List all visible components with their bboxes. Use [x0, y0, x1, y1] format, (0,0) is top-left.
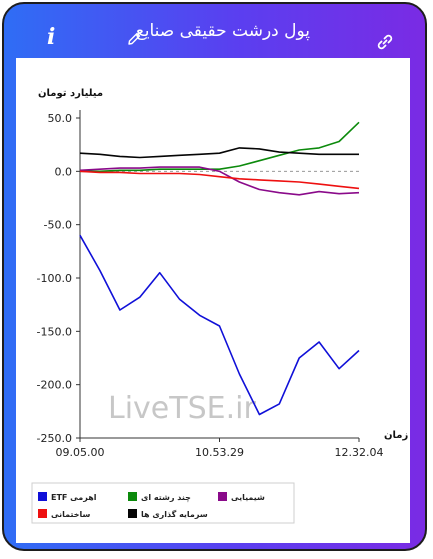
y-axis-label: میلیارد تومان	[38, 88, 103, 99]
x-tick-label: 10.53.29	[195, 446, 244, 459]
legend-label: شیمیایی	[231, 493, 265, 502]
series-line-3	[79, 170, 360, 190]
y-tick-label: 50.0	[48, 112, 73, 125]
y-tick-label: 0.0	[55, 165, 73, 178]
legend-box	[31, 482, 295, 524]
legend-swatch	[128, 492, 137, 501]
y-tick-label: -50.0	[44, 219, 72, 232]
legend-label: ساختمانی	[51, 510, 91, 519]
series-line-4	[79, 147, 359, 159]
tick-labels: 50.0 0.0 -50.0 -100.0 -150.0 -200.0 -250.009.0…	[37, 112, 384, 459]
series-lines	[79, 121, 360, 416]
legend-label: چند رشته ای	[141, 493, 191, 502]
legend-swatch	[218, 492, 227, 501]
series-line-1	[80, 121, 360, 173]
x-axis-label: زمان	[384, 430, 408, 441]
watermark: LiveTSE.ir	[108, 391, 256, 426]
pencil-icon[interactable]	[127, 32, 141, 46]
legend-label: ETF اهرمی	[51, 493, 97, 502]
line-chart: میلیارد تومان زمان LiveTSE.ir 50.0 0.0 -50…	[31, 88, 408, 524]
card-header: پول درشت حقیقی صنایع i	[4, 4, 425, 58]
y-tick-label: -100.0	[37, 272, 72, 285]
chart-title: پول درشت حقیقی صنایع	[135, 21, 310, 41]
legend-swatch	[38, 492, 47, 501]
y-tick-label: -250.0	[37, 432, 72, 445]
legend: ETF اهرمی چند رشته ای شیمیایی ساختمانی سرمای…	[31, 482, 295, 524]
info-icon[interactable]: i	[47, 24, 56, 50]
series-line-2	[79, 166, 360, 196]
series-line-0	[79, 234, 360, 416]
link-icon[interactable]	[376, 33, 394, 51]
legend-swatch	[38, 509, 47, 518]
y-tick-label: -200.0	[37, 379, 72, 392]
y-tick-label: -150.0	[37, 325, 72, 338]
x-tick-label: 09.05.00	[56, 446, 105, 459]
chart-card: پول درشت حقیقی صنایع i میلیارد تومان زما…	[2, 2, 427, 551]
legend-swatch	[128, 509, 137, 518]
legend-label: سرمایه گذاری ها	[141, 509, 208, 519]
chart-panel: میلیارد تومان زمان LiveTSE.ir 50.0 0.0 -50…	[16, 58, 410, 543]
x-tick-label: 12.32.04	[335, 446, 384, 459]
